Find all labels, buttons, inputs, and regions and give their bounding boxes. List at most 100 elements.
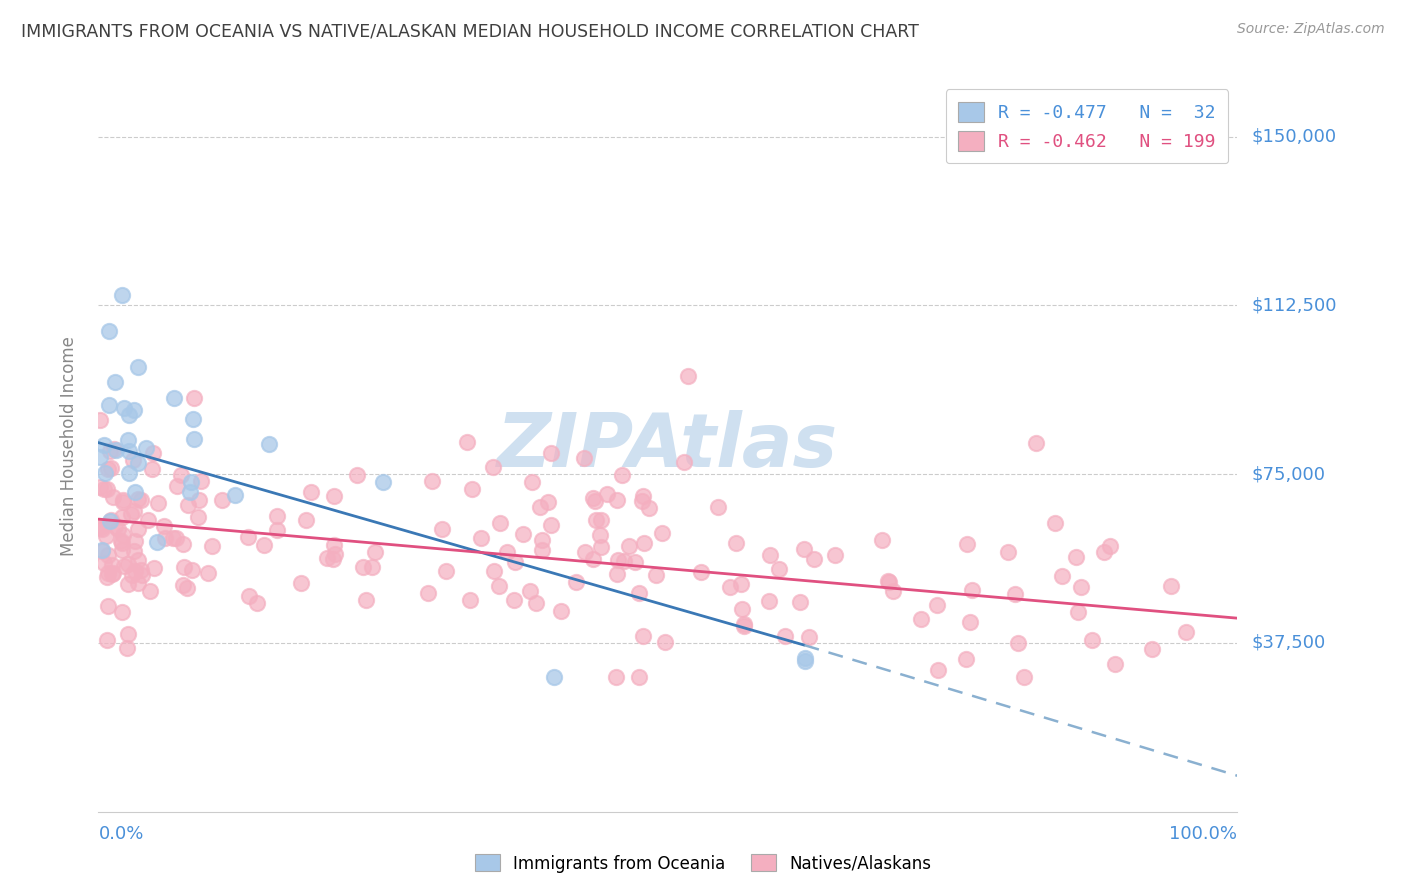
Point [111,605,134,619]
Point [488,579,510,593]
Point [141,462,163,476]
Point [104,375,127,389]
Point [323,538,346,552]
Point [98,514,121,528]
Point [97,549,120,563]
Point [529,500,551,514]
Point [93,556,115,570]
Point [176,498,198,512]
Point [482,459,505,474]
Point [582,491,605,505]
Point [877,575,900,590]
Point [121,568,143,582]
Point [183,391,205,405]
Point [100,513,122,527]
Point [166,479,188,493]
Point [127,491,149,506]
Point [97,462,120,476]
Point [179,484,201,499]
Point [574,545,596,559]
Point [540,518,562,533]
Point [418,586,440,600]
Point [461,483,484,497]
Point [730,576,752,591]
Text: $75,000: $75,000 [1251,465,1326,483]
Point [115,641,138,656]
Point [623,555,645,569]
Point [105,442,128,457]
Point [495,545,517,559]
Point [98,398,121,412]
Point [188,492,211,507]
Point [90,542,112,557]
Point [1050,568,1073,582]
Point [266,508,288,523]
Point [676,368,699,383]
Point [148,496,170,510]
Text: $112,500: $112,500 [1251,296,1337,314]
Point [733,616,755,631]
Point [111,509,134,524]
Point [524,596,547,610]
Point [803,551,825,566]
Point [543,670,565,684]
Point [522,475,544,489]
Point [112,493,135,508]
Point [90,522,112,536]
Point [589,513,612,527]
Point [259,436,281,450]
Point [111,288,134,302]
Point [733,619,755,633]
Point [96,570,118,584]
Point [793,654,815,668]
Point [1080,633,1102,648]
Point [173,559,195,574]
Point [628,586,651,600]
Point [117,577,139,591]
Point [97,324,120,338]
Point [127,522,149,536]
Point [1099,540,1122,554]
Point [633,490,655,504]
Point [89,481,111,495]
Point [172,577,194,591]
Point [1104,657,1126,671]
Point [111,542,134,557]
Point [537,494,560,508]
Point [110,533,132,548]
Point [89,450,111,464]
Text: Source: ZipAtlas.com: Source: ZipAtlas.com [1237,22,1385,37]
Point [997,544,1019,558]
Point [93,438,115,452]
Point [111,527,134,541]
Point [793,651,815,665]
Point [1070,580,1092,594]
Point [129,492,152,507]
Point [607,552,630,566]
Point [197,566,219,580]
Point [610,467,633,482]
Point [117,627,139,641]
Point [870,533,893,547]
Point [124,403,146,417]
Point [631,629,654,643]
Point [146,535,169,549]
Point [503,555,526,569]
Point [266,523,288,537]
Point [100,461,122,475]
Point [107,522,129,536]
Point [138,513,160,527]
Point [117,408,139,422]
Point [142,561,165,575]
Legend: Immigrants from Oceania, Natives/Alaskans: Immigrants from Oceania, Natives/Alaskan… [468,847,938,880]
Point [631,494,654,508]
Point [654,635,676,649]
Point [420,475,443,489]
Point [323,489,346,503]
Point [127,553,149,567]
Point [163,391,186,405]
Point [645,568,668,582]
Point [596,486,619,500]
Point [470,531,492,545]
Point [718,580,741,594]
